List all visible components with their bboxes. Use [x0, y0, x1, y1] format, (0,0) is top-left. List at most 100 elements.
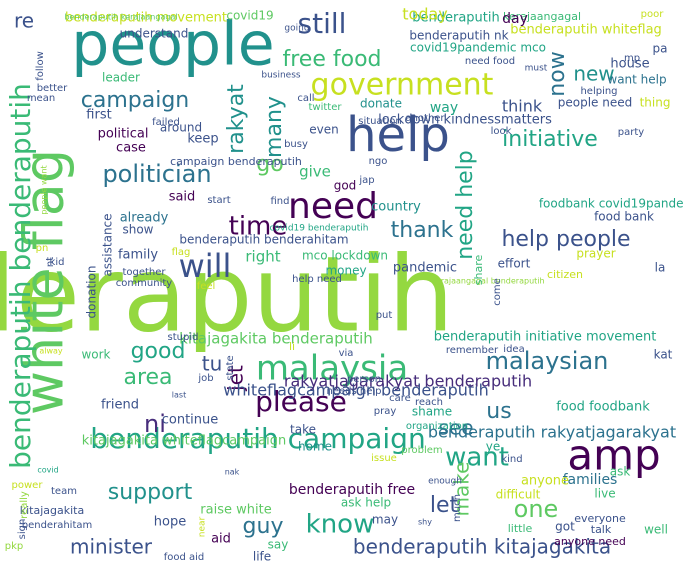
cloud-word: families — [563, 472, 618, 488]
cloud-word: start — [207, 195, 230, 206]
cloud-word: anyone need — [554, 535, 626, 548]
cloud-word: help need — [292, 274, 342, 285]
cloud-word: assistance — [101, 213, 115, 276]
cloud-word: benderahitam — [22, 520, 92, 531]
cloud-word: home — [298, 440, 332, 454]
cloud-word: mco lockdown — [302, 249, 388, 263]
cloud-word: sign — [17, 519, 28, 540]
cloud-word: problem — [401, 445, 442, 456]
cloud-word: kat — [654, 348, 673, 362]
cloud-word: well — [644, 523, 668, 537]
cloud-word: take — [290, 423, 316, 437]
cloud-word: put — [376, 310, 393, 321]
cloud-word: people — [71, 10, 274, 80]
cloud-word: god — [334, 179, 357, 193]
cloud-word: kid — [50, 257, 65, 268]
cloud-word: need food — [465, 56, 515, 67]
cloud-word: money — [325, 264, 366, 278]
cloud-word: food aid — [164, 552, 205, 563]
cloud-word: situation — [358, 116, 402, 127]
cloud-word: see — [438, 416, 473, 440]
cloud-word: help — [346, 107, 450, 163]
cloud-word: mean — [27, 93, 55, 104]
cloud-word: political — [98, 127, 149, 142]
cloud-word: stupid — [168, 332, 199, 343]
cloud-word: aid — [211, 532, 231, 547]
cloud-word: first — [86, 108, 111, 123]
cloud-word: flag — [172, 247, 191, 258]
cloud-word: shy — [418, 518, 432, 527]
cloud-word: team — [51, 486, 77, 497]
cloud-word: continue — [162, 413, 219, 428]
cloud-word: going — [284, 24, 309, 34]
cloud-word: pn — [36, 243, 49, 254]
cloud-word: benderaputih — [412, 11, 500, 26]
cloud-word: pandemic — [393, 261, 457, 276]
cloud-word: want — [445, 443, 509, 473]
cloud-word: food bank — [594, 210, 654, 224]
cloud-word: li — [289, 340, 295, 353]
cloud-word: kind — [501, 454, 522, 465]
cloud-word: covid19pandemic mco — [410, 41, 546, 55]
cloud-word: help people — [501, 227, 630, 252]
cloud-word: covid19 — [226, 9, 273, 23]
cloud-word: malaysian — [486, 347, 609, 375]
cloud-word: say — [268, 538, 289, 552]
cloud-word: benderaputih rakyatjagarakyat — [428, 423, 676, 442]
cloud-word: business — [261, 71, 301, 81]
cloud-word: raise white — [200, 503, 271, 518]
cloud-word: need — [288, 186, 378, 227]
cloud-word: many — [262, 96, 287, 158]
cloud-word: support — [108, 480, 193, 505]
cloud-word: pkp — [5, 541, 24, 552]
cloud-word: want help — [607, 73, 666, 87]
cloud-word: mp — [624, 53, 640, 64]
cloud-word: remember — [446, 345, 499, 356]
cloud-word: jap — [358, 175, 374, 186]
cloud-word: together — [122, 267, 166, 278]
cloud-word: initiative — [502, 127, 598, 152]
cloud-word: show — [122, 223, 153, 237]
cloud-word: shame — [412, 405, 452, 419]
cloud-word: anyone — [521, 474, 569, 489]
cloud-word: benderaputih free — [289, 482, 415, 498]
cloud-word: benderaputih campaign — [90, 422, 425, 455]
cloud-word: benderaputih initiative movement — [434, 330, 657, 345]
cloud-word: look — [491, 126, 512, 137]
cloud-word: malaysia — [256, 349, 408, 389]
cloud-word: little — [508, 522, 533, 535]
cloud-word: everyone — [574, 512, 626, 525]
cloud-word: whiteflagcampaign benderaputih — [223, 381, 488, 400]
cloud-word: amp — [567, 431, 660, 480]
cloud-word: jet — [224, 365, 248, 392]
cloud-word: person — [347, 374, 381, 385]
cloud-word: via — [339, 348, 354, 359]
cloud-word: thing — [640, 96, 671, 110]
cloud-word: issue — [371, 453, 397, 464]
cloud-word: difficult — [496, 488, 541, 502]
cloud-word: lockdown kindnessmatters — [378, 113, 552, 128]
cloud-word: already — [120, 211, 169, 226]
cloud-word: reach — [415, 397, 443, 408]
cloud-word: please — [255, 385, 347, 418]
cloud-word: nt — [45, 257, 56, 267]
cloud-word: day — [502, 11, 528, 27]
cloud-word: find — [271, 196, 290, 207]
cloud-word: one — [514, 495, 559, 523]
cloud-word: care — [389, 393, 411, 404]
cloud-word: community — [116, 278, 172, 289]
cloud-word: understand — [120, 27, 189, 41]
cloud-word: benderaputih whiteflag — [510, 23, 662, 38]
cloud-word: live — [594, 487, 615, 501]
cloud-word: even — [309, 123, 338, 137]
cloud-word: house — [610, 57, 649, 72]
cloud-word: kerajaangagal — [503, 10, 581, 23]
cloud-word: near — [198, 516, 208, 537]
cloud-word: ni — [144, 410, 166, 438]
cloud-word: ask help — [341, 496, 391, 510]
cloud-word: rakyat — [224, 84, 249, 154]
cloud-word: better — [37, 83, 68, 94]
cloud-word: still — [298, 7, 347, 40]
cloud-word: benderaputih nk — [409, 29, 508, 43]
cloud-word: pray — [374, 406, 397, 417]
